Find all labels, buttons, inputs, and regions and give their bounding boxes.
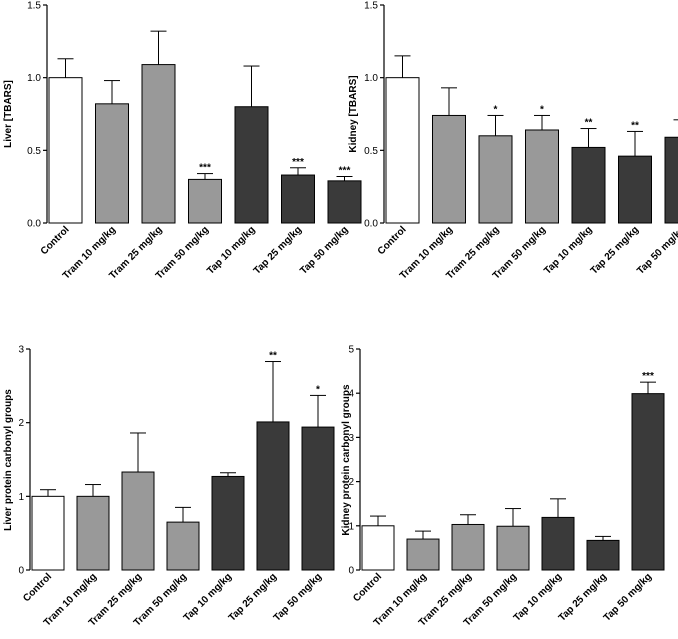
y-tick-label: 0 [348, 566, 354, 577]
category-label-5: Tap 10 mg/kg [542, 224, 594, 276]
y-tick-label: 1 [348, 521, 354, 532]
y-tick-label: 0.0 [364, 219, 378, 230]
bar-6 [586, 539, 620, 571]
bar-5 [234, 106, 269, 224]
y-axis-title: Liver [TBARS] [3, 80, 14, 148]
y-tick-label: 5 [348, 345, 354, 356]
significance-label-7: *** [642, 371, 654, 382]
bar-3 [141, 64, 176, 224]
significance-label-6: ** [631, 120, 639, 131]
bar-6 [256, 421, 290, 571]
y-tick-label: 2 [348, 477, 354, 488]
bar-1 [385, 77, 420, 224]
category-label-7: Tap 50 mg/kg [272, 571, 324, 623]
significance-label-6: ** [269, 351, 277, 362]
y-axis-title: Kidney [TBARS] [348, 75, 359, 152]
bar-7 [664, 136, 678, 224]
category-label-1: Control [39, 224, 72, 257]
bar-1 [31, 495, 65, 571]
category-label-1: Control [351, 571, 384, 604]
significance-label-6: *** [292, 157, 304, 168]
significance-label-4: *** [199, 163, 211, 174]
y-tick-label: 3 [348, 433, 354, 444]
bar-5 [211, 475, 245, 571]
category-label-7: Tap 50 mg/kg [635, 224, 678, 276]
y-tick-label: 0.5 [364, 146, 378, 157]
y-tick-label: 1.0 [27, 73, 41, 84]
category-label-7: Tap 50 mg/kg [602, 571, 654, 623]
bar-4 [525, 129, 559, 224]
chart-panel-3: 0 1 2 3 Liver protein carbonyl groups Control… [3, 345, 335, 629]
bar-4 [188, 178, 222, 224]
bar-3 [451, 523, 485, 571]
bar-6 [281, 174, 315, 224]
y-tick-label: 1.0 [364, 73, 378, 84]
significance-label-5: ** [585, 118, 593, 129]
chart-panel-4: 0 1 2 3 4 5 Kidney protein carbonyl groups Cont… [341, 345, 665, 629]
y-tick-label: 3 [18, 345, 24, 356]
bar-6 [618, 155, 652, 224]
bar-2 [432, 114, 466, 224]
category-label-1: Control [21, 571, 54, 604]
bar-4 [166, 521, 200, 571]
significance-label-4: * [540, 104, 544, 115]
y-tick-label: 0.0 [27, 219, 41, 230]
y-tick-label: 4 [348, 389, 354, 400]
y-axis-title: Kidney protein carbonyl groups [341, 384, 352, 536]
bar-4 [496, 525, 530, 571]
y-tick-label: 1.5 [364, 1, 378, 12]
bar-7 [301, 426, 335, 571]
bar-2 [406, 538, 440, 571]
bar-7 [327, 180, 362, 224]
y-tick-label: 0 [18, 566, 24, 577]
y-tick-label: 0.5 [27, 146, 41, 157]
y-tick-label: 1.5 [27, 1, 41, 12]
bar-1 [48, 77, 83, 224]
significance-label-7: *** [339, 165, 351, 176]
bar-2 [95, 103, 129, 224]
bar-3 [121, 471, 155, 571]
bar-2 [76, 495, 110, 571]
category-label-1: Control [376, 224, 409, 257]
significance-label-7: * [316, 384, 320, 395]
y-tick-label: 1 [18, 492, 24, 503]
bar-7 [631, 393, 665, 571]
y-tick-label: 2 [18, 418, 24, 429]
bar-3 [478, 135, 513, 224]
category-label-7: Tap 50 mg/kg [298, 224, 350, 276]
y-axis-title: Liver protein carbonyl groups [3, 389, 14, 531]
bar-5 [541, 516, 575, 571]
category-label-5: Tap 10 mg/kg [205, 224, 257, 276]
bar-1 [361, 525, 395, 571]
category-label-6: Tap 25 mg/kg [252, 224, 304, 276]
bar-5 [571, 146, 606, 224]
category-label-6: Tap 25 mg/kg [589, 224, 641, 276]
significance-label-3: * [494, 104, 498, 115]
